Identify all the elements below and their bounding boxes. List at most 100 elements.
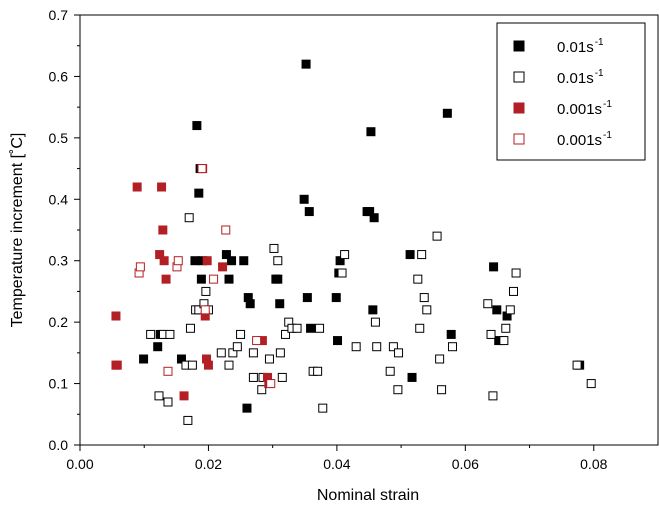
data-point-series-4 — [163, 366, 173, 376]
data-point-series-1 — [331, 293, 341, 303]
y-tick-label: 0.5 — [49, 130, 69, 146]
legend-marker-2 — [513, 71, 525, 83]
data-point-series-2 — [146, 329, 156, 339]
data-point-series-3 — [161, 274, 171, 284]
data-point-series-1 — [275, 299, 285, 309]
data-point-series-2 — [313, 366, 323, 376]
data-point-series-1 — [153, 342, 163, 352]
data-point-series-1 — [302, 293, 312, 303]
data-point-series-1 — [224, 274, 234, 284]
data-point-series-1 — [492, 305, 502, 315]
data-point-series-2 — [337, 268, 347, 278]
data-point-series-2 — [154, 391, 164, 401]
y-tick-label: 0.1 — [49, 376, 69, 392]
y-axis-title: Temperature increment [˚C] — [9, 133, 26, 328]
data-point-series-2 — [505, 305, 515, 315]
x-tick-label: 0.00 — [66, 456, 93, 472]
legend-marker-3 — [513, 102, 525, 114]
y-tick-label: 0.6 — [49, 68, 69, 84]
data-points — [111, 59, 596, 425]
data-point-series-1 — [221, 250, 231, 260]
data-point-series-2 — [340, 250, 350, 260]
data-point-series-2 — [216, 348, 226, 358]
data-point-series-1 — [368, 305, 378, 315]
data-point-series-2 — [257, 385, 267, 395]
data-point-series-1 — [139, 354, 149, 364]
data-point-series-1 — [405, 250, 415, 260]
data-point-series-3 — [218, 262, 228, 272]
data-point-series-1 — [299, 194, 309, 204]
x-tick-label: 0.04 — [323, 456, 350, 472]
data-point-series-4 — [200, 305, 210, 315]
legend-label-1: 0.01s — [557, 39, 594, 56]
data-point-series-3 — [157, 182, 167, 192]
data-point-series-2 — [394, 348, 404, 358]
legend-label-superscript-2: -1 — [595, 68, 604, 79]
data-point-series-1 — [333, 336, 343, 346]
y-tick-label: 0.7 — [49, 7, 69, 23]
data-point-series-3 — [202, 256, 212, 266]
data-point-series-1 — [242, 403, 252, 413]
data-point-series-1 — [245, 299, 255, 309]
data-point-series-2 — [292, 323, 302, 333]
data-point-series-2 — [422, 305, 432, 315]
data-point-series-2 — [187, 360, 197, 370]
data-point-series-4 — [135, 262, 145, 272]
y-tick-label: 0.0 — [49, 437, 69, 453]
data-point-series-1 — [194, 188, 204, 198]
data-point-series-2 — [419, 293, 429, 303]
data-point-series-2 — [393, 385, 403, 395]
legend-label-4: 0.001s — [557, 132, 602, 149]
data-point-series-4 — [173, 256, 183, 266]
data-point-series-2 — [486, 329, 496, 339]
data-point-series-2 — [277, 372, 287, 382]
y-tick-label: 0.2 — [49, 314, 69, 330]
data-point-series-2 — [183, 415, 193, 425]
legend-marker-4 — [513, 133, 525, 145]
data-point-series-2 — [275, 348, 285, 358]
data-point-series-2 — [586, 379, 596, 389]
data-point-series-2 — [511, 268, 521, 278]
data-point-series-2 — [318, 403, 328, 413]
data-point-series-3 — [111, 311, 121, 321]
legend-label-superscript-4: -1 — [603, 130, 612, 141]
data-point-series-2 — [236, 329, 246, 339]
data-point-series-2 — [413, 274, 423, 284]
data-point-series-1 — [369, 213, 379, 223]
data-point-series-1 — [442, 108, 452, 118]
data-point-series-2 — [415, 323, 425, 333]
data-point-series-4 — [266, 379, 276, 389]
data-point-series-2 — [435, 354, 445, 364]
data-point-series-2 — [385, 366, 395, 376]
legend-marker-1 — [513, 40, 525, 52]
data-point-series-1 — [192, 121, 202, 131]
data-point-series-1 — [304, 207, 314, 217]
data-point-series-2 — [388, 342, 398, 352]
data-point-series-2 — [224, 360, 234, 370]
data-point-series-2 — [501, 323, 511, 333]
data-point-series-1 — [227, 256, 237, 266]
legend-label-3: 0.001s — [557, 101, 602, 118]
data-point-series-3 — [132, 182, 142, 192]
data-point-series-1 — [239, 256, 249, 266]
data-point-series-2 — [447, 342, 457, 352]
data-point-series-1 — [489, 262, 499, 272]
data-point-series-3 — [203, 360, 213, 370]
data-point-series-1 — [366, 127, 376, 137]
data-point-series-2 — [163, 397, 173, 407]
data-point-series-2 — [281, 329, 291, 339]
data-point-series-2 — [483, 299, 493, 309]
x-axis: 0.00 0.02 0.04 0.06 0.08 — [66, 445, 608, 472]
legend-label-superscript-3: -1 — [603, 99, 612, 110]
data-point-series-4 — [221, 225, 231, 235]
data-point-series-2 — [264, 354, 274, 364]
data-point-series-2 — [437, 385, 447, 395]
data-point-series-1 — [196, 274, 206, 284]
data-point-series-2 — [417, 250, 427, 260]
y-tick-label: 0.3 — [49, 253, 69, 269]
y-tick-label: 0.4 — [49, 191, 69, 207]
legend-label-2: 0.01s — [557, 70, 594, 87]
data-point-series-2 — [572, 360, 582, 370]
data-point-series-2 — [432, 231, 442, 241]
